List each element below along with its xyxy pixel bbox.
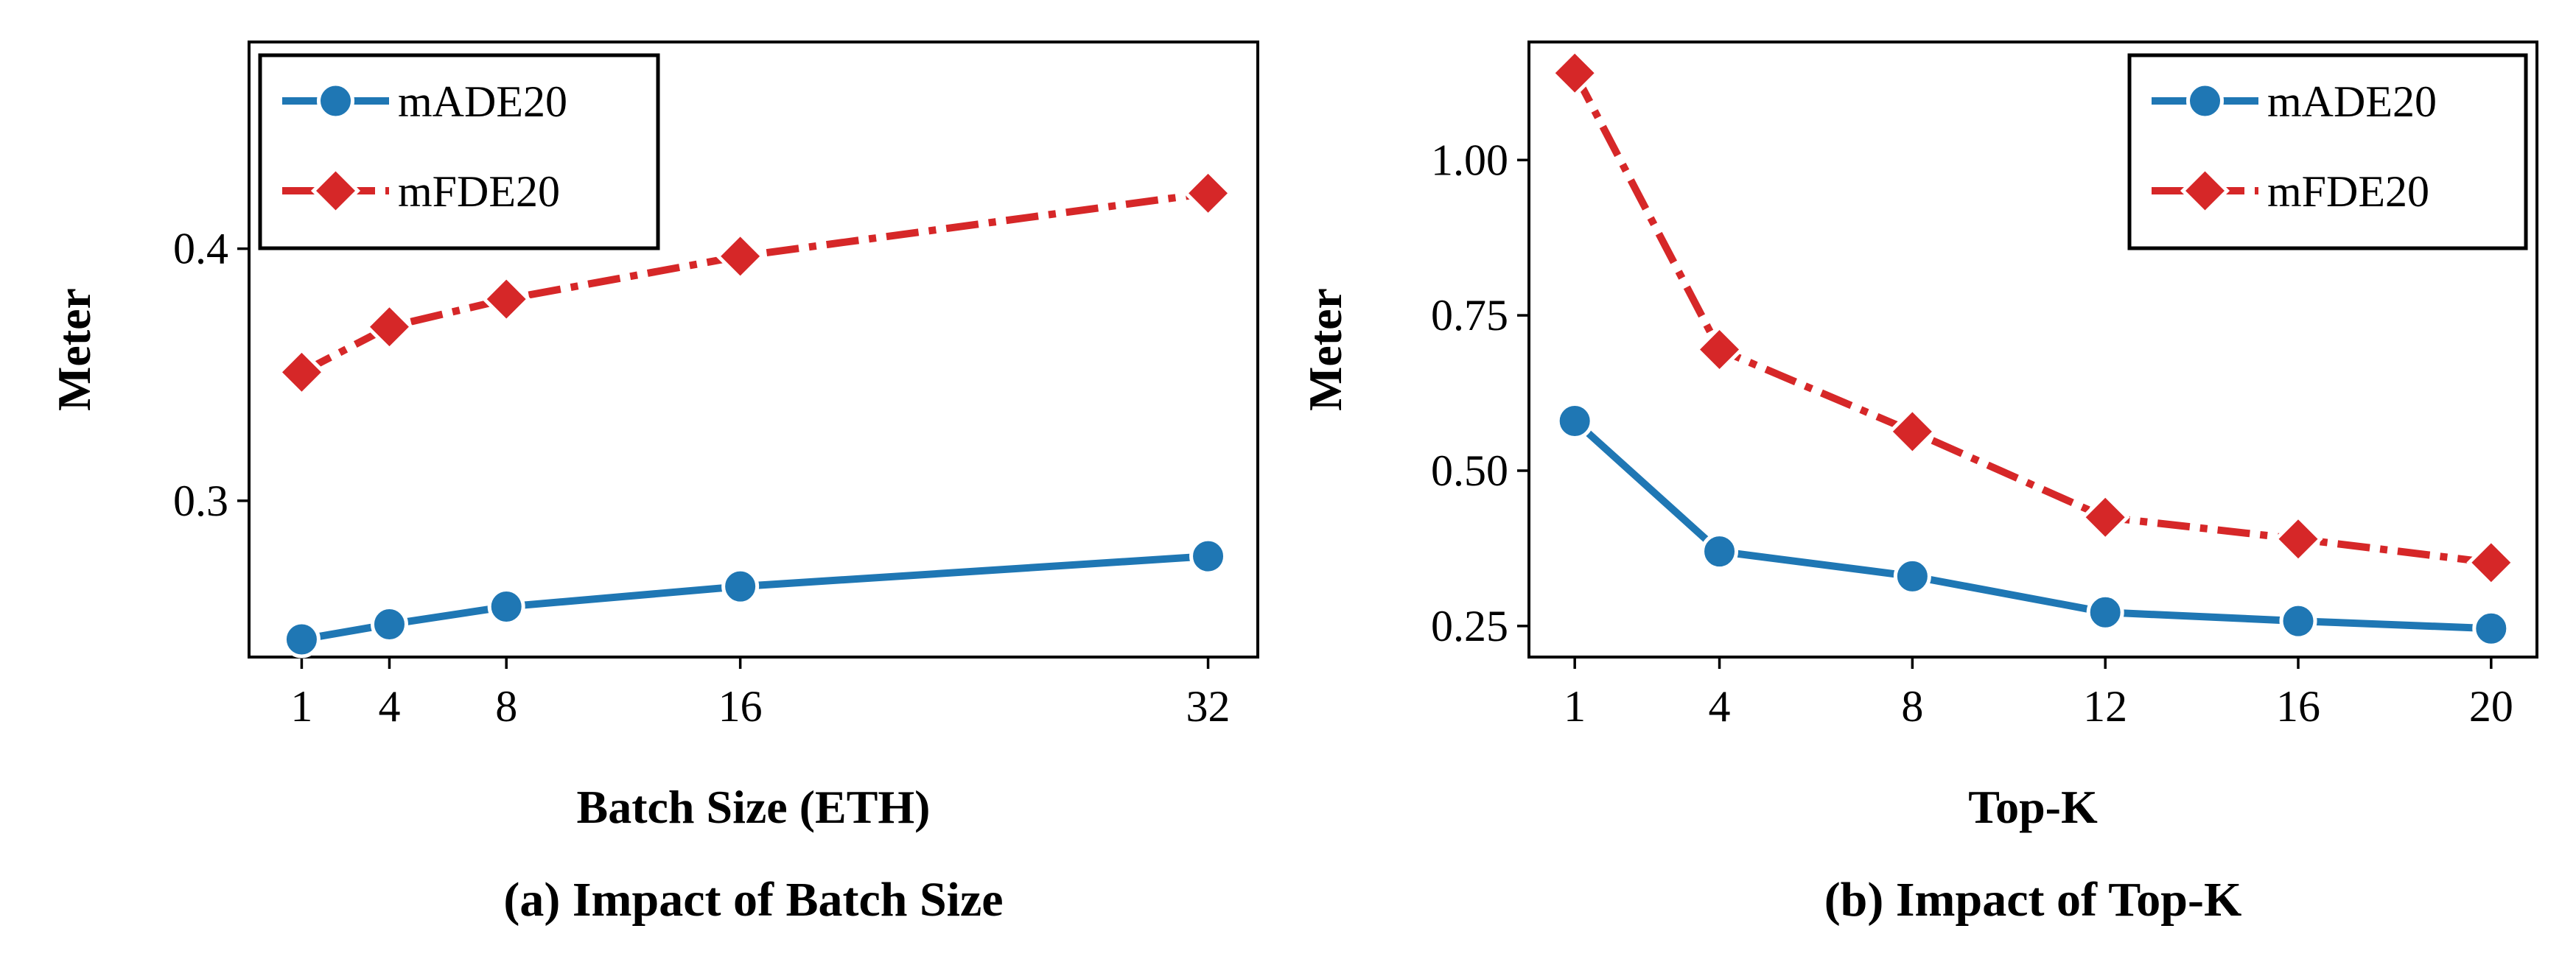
data-point-made20 [1189, 537, 1228, 575]
series-line-made20 [1572, 418, 2492, 633]
y-tick-label: 0.50 [1431, 446, 1508, 495]
data-point-mfde20 [1887, 407, 1937, 457]
y-tick-label: 0.4 [173, 225, 228, 273]
data-point-mfde20 [2466, 538, 2516, 588]
x-tick-label: 32 [1186, 682, 1231, 731]
x-tick-label: 16 [718, 682, 763, 731]
legend-label: mFDE20 [2267, 167, 2429, 216]
data-point-made20 [2086, 593, 2124, 631]
data-point-mfde20 [1695, 324, 1745, 375]
data-point-made20 [1893, 557, 1931, 595]
data-point-mfde20 [481, 274, 531, 324]
legend: mADE20 mFDE20 [2127, 53, 2528, 250]
data-point-mfde20 [715, 231, 766, 281]
data-point-mfde20 [1183, 168, 1233, 218]
data-point-mfde20 [1550, 48, 1600, 98]
x-tick-label: 20 [2469, 682, 2513, 731]
series-line-mfde20 [300, 189, 1209, 376]
data-point-mfde20 [2080, 492, 2130, 542]
x-tick-label: 8 [495, 682, 517, 731]
legend-marker-mfde20 [310, 166, 361, 216]
chart-caption: (a) Impact of Batch Size [503, 873, 1003, 927]
plot-frame [1527, 41, 2538, 659]
y-tick-label: 0.75 [1431, 291, 1508, 340]
y-tick-label: 0.3 [173, 477, 228, 525]
legend: mADE20 mFDE20 [258, 53, 660, 250]
chart-caption: (b) Impact of Top-K [1824, 873, 2242, 927]
data-point-made20 [370, 605, 408, 644]
x-tick-label: 1 [1564, 682, 1586, 731]
y-tick-label: 1.00 [1431, 136, 1508, 184]
data-point-made20 [487, 588, 525, 626]
data-point-made20 [282, 620, 321, 659]
y-axis-title: Meter [1299, 288, 1351, 411]
x-axis-title: Batch Size (ETH) [577, 781, 931, 833]
legend-marker-made20 [2186, 82, 2224, 120]
legend-label: mADE20 [2267, 77, 2437, 126]
legend-label: mFDE20 [398, 167, 560, 216]
data-point-mfde20 [2273, 514, 2323, 564]
legend-marker-made20 [317, 82, 354, 120]
x-tick-label: 8 [1901, 682, 1923, 731]
y-axis-title: Meter [48, 288, 100, 411]
legend-marker-mfde20 [2180, 166, 2230, 216]
y-tick-label: 0.25 [1431, 602, 1508, 650]
data-point-mfde20 [276, 347, 326, 397]
x-tick-label: 4 [1709, 682, 1731, 731]
x-axis-title: Top-K [1968, 781, 2098, 833]
data-point-made20 [2279, 602, 2317, 640]
data-point-made20 [1555, 401, 1594, 440]
data-point-mfde20 [364, 302, 415, 352]
x-tick-label: 16 [2276, 682, 2320, 731]
data-point-made20 [1701, 533, 1739, 571]
plot-frame [248, 41, 1259, 659]
chart-panel-a: 1 4 8 16 32 0.3 0.4 Batch Size (ETH) Meter (a) Im… [48, 41, 1259, 927]
data-point-made20 [721, 567, 760, 605]
legend-label: mADE20 [398, 77, 567, 126]
data-point-made20 [2472, 609, 2510, 647]
series-line-mfde20 [1571, 71, 2492, 566]
x-tick-label: 4 [378, 682, 400, 731]
x-tick-label: 1 [290, 682, 312, 731]
chart-panel-b: 1 4 8 12 16 20 0.25 0.50 0.75 1.00 Top-K Meter (b) I… [1299, 41, 2538, 927]
x-tick-label: 12 [2083, 682, 2127, 731]
